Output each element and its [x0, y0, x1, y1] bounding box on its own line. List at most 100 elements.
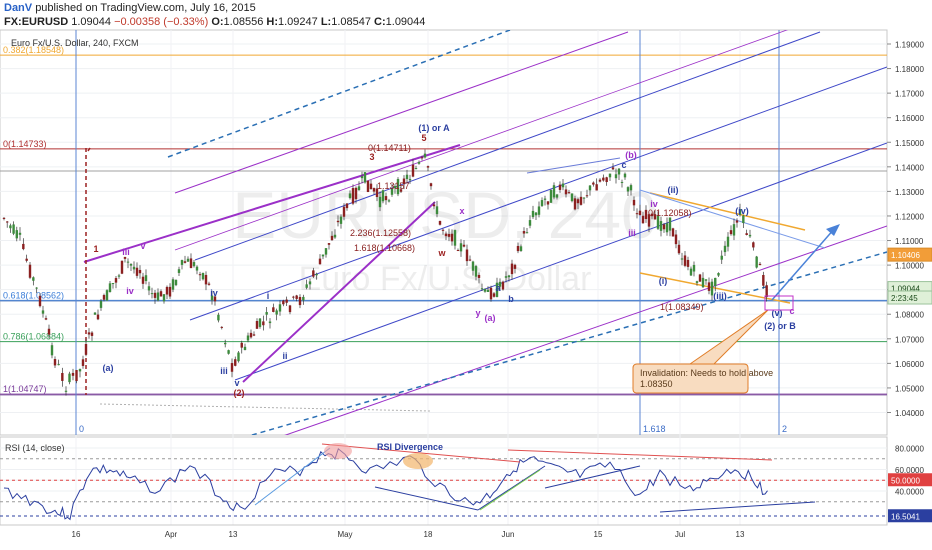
- candle-body: [315, 273, 318, 276]
- candle-body: [268, 321, 272, 324]
- candle-body: [726, 236, 730, 247]
- wave-label: c: [789, 306, 794, 316]
- wave-label: iii: [220, 366, 228, 376]
- candle-body: [732, 224, 736, 236]
- candle-body: [18, 232, 22, 235]
- candle-body: [546, 201, 550, 205]
- candle-body: [339, 216, 343, 224]
- candle-body: [153, 292, 157, 298]
- wave-label: ii: [282, 351, 287, 361]
- channel-line: [174, 30, 789, 251]
- candle-body: [504, 276, 508, 278]
- candle-body: [638, 210, 642, 216]
- candle-body: [308, 281, 312, 285]
- candle-body: [426, 166, 430, 168]
- candle-body: [456, 250, 460, 252]
- candle-body: [710, 281, 714, 296]
- candle-body: [686, 259, 690, 267]
- candle-body: [602, 177, 605, 181]
- symbol-watermark: EURUSD, 240: [232, 178, 658, 252]
- y-tick-label: 1.15000: [895, 139, 924, 148]
- candle-body: [390, 188, 394, 195]
- candle-body: [217, 314, 220, 321]
- candle-body: [528, 220, 532, 226]
- candle-body: [198, 274, 202, 276]
- candle-body: [87, 332, 91, 335]
- candle-body: [435, 206, 439, 215]
- candle-body: [626, 187, 630, 192]
- fib-level-label: 1(1.04747): [3, 384, 47, 394]
- candle-body: [755, 256, 758, 268]
- candle-body: [111, 283, 115, 285]
- wave-label: iv: [650, 199, 658, 209]
- candle-body: [378, 196, 382, 208]
- candle-body: [489, 287, 493, 300]
- candle-body: [230, 363, 234, 372]
- candle-body: [249, 332, 253, 338]
- candle-body: [662, 224, 666, 230]
- y-tick-label: 1.08000: [895, 311, 924, 320]
- candle-body: [444, 233, 448, 237]
- high-label: H:: [266, 16, 278, 28]
- y-tick-label: 1.13000: [895, 188, 924, 197]
- candle-body: [207, 283, 211, 285]
- candle-body: [573, 198, 577, 210]
- candle-body: [680, 258, 684, 260]
- x-tick-label: 16: [72, 530, 81, 539]
- candle-body: [292, 296, 295, 298]
- retrace-label: 1.13157: [377, 181, 410, 191]
- x-tick-label: 13: [229, 530, 238, 539]
- candle-body: [507, 275, 511, 278]
- candle-body: [282, 300, 285, 305]
- channel-line: [167, 30, 511, 158]
- candle-body: [534, 212, 538, 216]
- rsi-price-label: 16.5041: [891, 512, 920, 521]
- candle-body: [265, 312, 268, 315]
- candle-body: [12, 224, 15, 234]
- candle-body: [420, 157, 424, 159]
- candle-body: [647, 214, 651, 227]
- wave-label: 1: [93, 244, 98, 254]
- candle-body: [411, 164, 415, 177]
- x-tick-label: 18: [424, 530, 433, 539]
- candle-body: [9, 225, 12, 229]
- candle-body: [195, 266, 199, 271]
- candle-body: [312, 270, 315, 277]
- fib-level-label: 0(1.14733): [3, 139, 47, 149]
- wave-label: 3: [369, 152, 374, 162]
- candle-body: [174, 279, 178, 286]
- candle-body: [745, 233, 748, 235]
- candle-body: [305, 284, 308, 288]
- candle-body: [605, 177, 608, 183]
- author-name[interactable]: DanV: [4, 2, 33, 14]
- candle-body: [120, 260, 124, 274]
- x-tick-label: Apr: [165, 530, 178, 539]
- fib-time-label: 0: [79, 424, 84, 434]
- price-change: −0.00358 (−0.33%): [114, 16, 209, 28]
- price-label-box: [887, 290, 932, 305]
- candle-body: [656, 215, 660, 229]
- channel-line: [83, 144, 461, 263]
- candle-body: [201, 272, 205, 280]
- candle-body: [671, 228, 675, 237]
- candle-body: [692, 264, 696, 272]
- candle-body: [531, 210, 535, 218]
- candle-body: [135, 267, 139, 276]
- candle-body: [402, 178, 406, 185]
- candle-body: [570, 193, 574, 202]
- candle-body: [492, 293, 496, 297]
- candle-body: [414, 168, 418, 170]
- candle-body: [665, 223, 669, 233]
- x-tick-label: Jul: [675, 530, 685, 539]
- wave-label: (iv): [735, 206, 749, 216]
- rsi-price-label-box: [888, 473, 932, 487]
- candle-body: [758, 263, 762, 266]
- published-text: published on TradingView.com, July 16, 2…: [35, 2, 256, 14]
- candle-body: [126, 261, 130, 263]
- rsi-trend-line: [477, 465, 546, 511]
- candle-body: [156, 292, 160, 301]
- fib-time-label: 2: [782, 424, 787, 434]
- candle-body: [47, 328, 51, 335]
- candle-body: [405, 174, 409, 179]
